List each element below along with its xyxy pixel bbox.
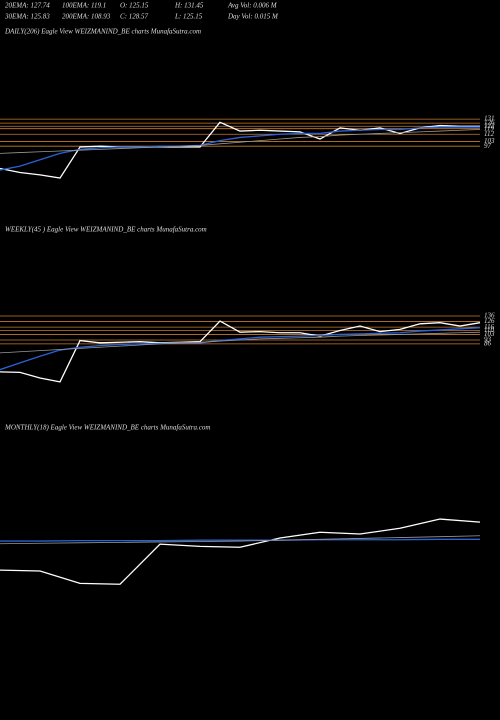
level-label: 110 (484, 326, 494, 334)
level-label: 86 (484, 340, 492, 348)
level-label: 97 (484, 142, 492, 150)
series-line (0, 320, 481, 383)
header-stat: O: 125.15 (120, 2, 149, 10)
level-label: 116 (484, 323, 494, 331)
header-stat: 20EMA: 127.74 (5, 2, 50, 10)
level-label: 126 (484, 317, 495, 325)
series-line (0, 129, 481, 154)
header-stat: L: 125.15 (174, 13, 203, 21)
header-stat: Day Vol: 0.015 M (227, 13, 279, 21)
header-stat: C: 128.57 (120, 13, 149, 21)
panel-title: DAILY(206) Eagle View WEIZMANIND_BE char… (4, 28, 201, 36)
level-label: 112 (484, 130, 494, 138)
series-line (0, 126, 480, 171)
level-label: 119 (484, 124, 494, 132)
level-label: 131 (484, 115, 495, 123)
level-label: 126 (484, 119, 495, 127)
header-stat: Avg Vol: 0.006 M (227, 2, 278, 10)
series-line (0, 121, 480, 179)
header-stat: 200EMA: 108.93 (62, 13, 111, 21)
level-label: 122 (484, 122, 495, 130)
series-line (0, 538, 480, 542)
series-line (0, 535, 481, 545)
level-label: 103 (484, 137, 495, 145)
series-line (0, 518, 481, 585)
series-line (0, 327, 481, 371)
level-label: 103 (484, 330, 495, 338)
panel-title: WEEKLY(45 ) Eagle View WEIZMANIND_BE cha… (5, 226, 207, 234)
header-stat: 30EMA: 125.83 (4, 13, 50, 21)
level-label: 136 (484, 312, 495, 320)
series-line (0, 331, 481, 354)
level-label: 93 (484, 336, 492, 344)
panel-title: MONTHLY(18) Eagle View WEIZMANIND_BE cha… (4, 424, 210, 432)
header-stat: H: 131.45 (174, 2, 204, 10)
header-stat: 100EMA: 119.1 (62, 2, 106, 10)
